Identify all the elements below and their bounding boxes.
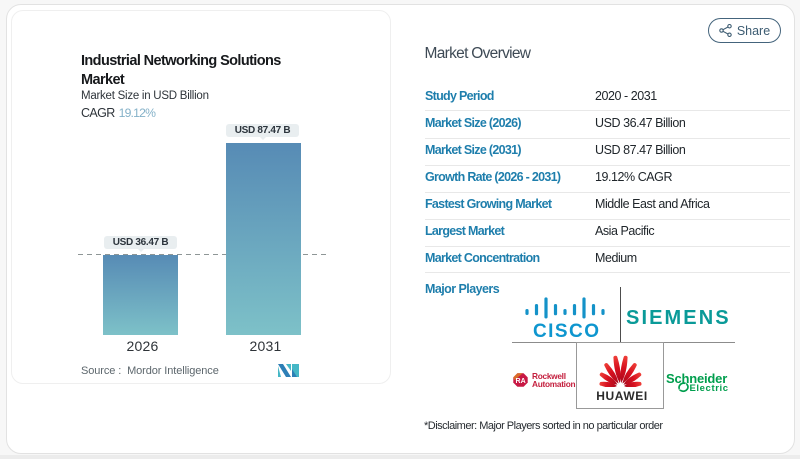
- svg-text:RA: RA: [516, 378, 526, 385]
